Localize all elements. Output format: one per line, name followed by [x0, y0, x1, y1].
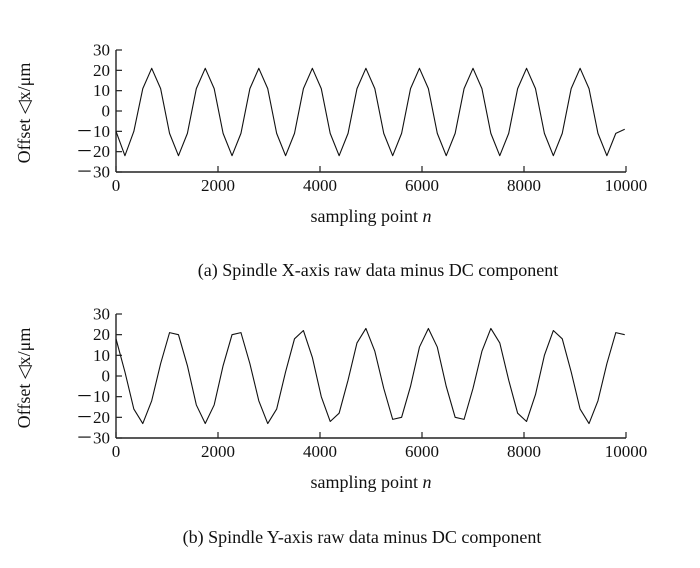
x-tick-label-b: 10000 — [605, 442, 648, 461]
x-tick-label-a: 10000 — [605, 176, 648, 195]
y-tick-label-b: －20 — [76, 408, 110, 427]
y-tick-label-b: －10 — [76, 387, 110, 406]
panel-caption-b: (b) Spindle Y-axis raw data minus DC com… — [183, 527, 542, 548]
y-tick-label-a: －10 — [76, 122, 110, 141]
x-tick-label-b: 2000 — [201, 442, 235, 461]
x-tick-label-b: 6000 — [405, 442, 439, 461]
x-axis-label-a: sampling point n — [311, 206, 432, 226]
signal-line-b — [115, 327, 625, 425]
x-tick-label-a: 2000 — [201, 176, 235, 195]
y-tick-label-a: －30 — [76, 163, 110, 182]
x-tick-label-b: 8000 — [507, 442, 541, 461]
y-tick-label-b: 0 — [102, 367, 111, 386]
panel-caption-a: (a) Spindle X-axis raw data minus DC com… — [198, 260, 558, 281]
x-tick-label-a: 0 — [112, 176, 121, 195]
y-axis-label-b: Offset ◁x/μm — [14, 328, 34, 429]
x-tick-label-b: 4000 — [303, 442, 337, 461]
y-tick-label-a: 20 — [93, 61, 110, 80]
x-tick-label-b: 0 — [112, 442, 121, 461]
x-axis-label-b: sampling point n — [311, 472, 432, 492]
x-tick-label-a: 8000 — [507, 176, 541, 195]
y-tick-label-a: 30 — [93, 41, 110, 60]
x-tick-label-a: 6000 — [405, 176, 439, 195]
y-axis-label-a: Offset ◁x/μm — [14, 63, 34, 164]
y-tick-label-b: 10 — [93, 346, 110, 365]
y-tick-label-a: 10 — [93, 81, 110, 100]
signal-line-a — [115, 67, 625, 157]
x-tick-label-a: 4000 — [303, 176, 337, 195]
y-tick-label-b: 30 — [93, 305, 110, 324]
y-tick-label-b: －30 — [76, 429, 110, 448]
y-tick-label-a: －20 — [76, 142, 110, 161]
y-tick-label-a: 0 — [102, 102, 111, 121]
y-tick-label-b: 20 — [93, 325, 110, 344]
